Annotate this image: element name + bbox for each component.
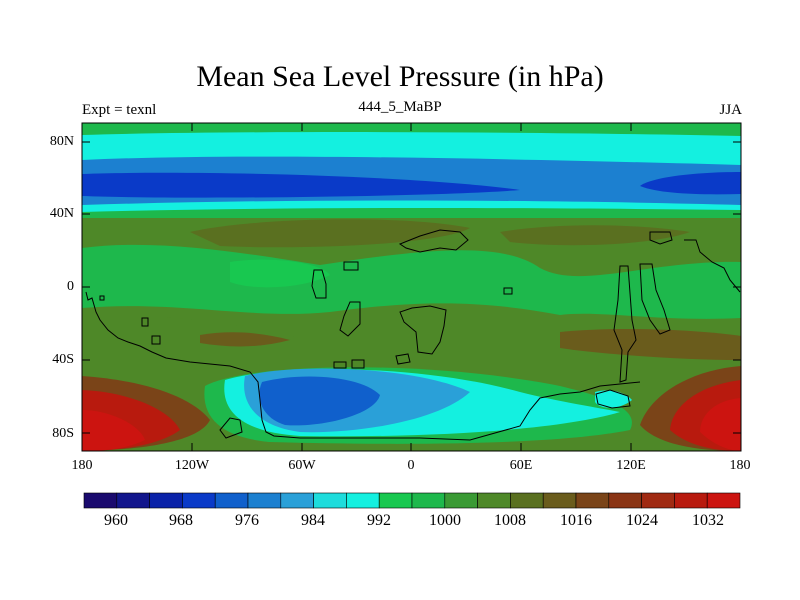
high-1024-south-indian: [560, 329, 741, 360]
coastlines: [85, 229, 741, 441]
colorbar-label: 1024: [626, 512, 658, 529]
coastline-africa: [399, 305, 447, 355]
high-1040-southeast: [700, 398, 741, 451]
coastline-asia-east: [684, 239, 741, 293]
run-label: 444_5_MaBP: [358, 99, 442, 115]
coastline-islet-a: [99, 295, 105, 301]
coastline-island-1: [311, 269, 327, 299]
colorbar-box: [313, 492, 347, 509]
coastline-islet-b: [141, 317, 149, 327]
colorbar-box: [608, 492, 642, 509]
x-tick-label: 0: [407, 458, 415, 473]
x-tick-label: 60E: [509, 458, 533, 473]
colorbar-box: [411, 492, 446, 509]
colorbar-box: [674, 492, 708, 509]
tropical-patch: [230, 259, 330, 288]
colorbar-label: 960: [104, 512, 128, 529]
axis-ticks: [82, 123, 741, 451]
pressure-field: [82, 123, 741, 451]
colorbar-label: 968: [169, 512, 193, 529]
colorbar-box: [182, 492, 216, 509]
x-tick-label: 180: [729, 458, 751, 473]
colorbar-label: 1032: [692, 512, 724, 529]
colorbar-box: [83, 492, 118, 509]
colorbar-box: [247, 492, 282, 509]
coastline-islet-g: [395, 353, 411, 365]
map-title: Mean Sea Level Pressure (in hPa): [196, 60, 604, 93]
low-984-north-west: [82, 172, 520, 198]
colorbar-box: [641, 492, 675, 509]
high-1020-north-pacific: [500, 225, 690, 246]
low-984-north-east: [640, 172, 741, 195]
colorbar-box: [542, 492, 577, 509]
y-tick-label: 40S: [52, 352, 74, 367]
x-tick-label: 60W: [288, 458, 316, 473]
colorbar-label: 1000: [429, 512, 461, 529]
colorbar-label: 992: [367, 512, 391, 529]
y-tick-label: 80N: [49, 134, 74, 149]
coastline-asia-west: [613, 265, 637, 383]
y-tick-label: 40N: [49, 206, 74, 221]
experiment-label: Expt = texnl: [82, 102, 157, 118]
coastline-maritime: [639, 263, 671, 335]
coastline-islet-c: [151, 335, 161, 345]
colorbar-box: [477, 492, 511, 509]
low-984-antarctic: [259, 376, 380, 426]
colorbar-box: [214, 492, 249, 509]
coastline-southern-boundary: [85, 291, 641, 441]
colorbar-box: [346, 492, 380, 509]
y-tick-label: 0: [67, 279, 74, 294]
coastline-islet-h: [503, 287, 513, 295]
coastline-asia-north: [649, 231, 673, 245]
colorbar-label: 976: [235, 512, 259, 529]
colorbar-label: 1008: [494, 512, 526, 529]
coastline-islet-f: [351, 359, 365, 369]
coastline-islet-i: [595, 389, 631, 409]
colorbar-box: [149, 492, 183, 509]
coastline-europe: [398, 229, 469, 253]
coastline-peninsula: [219, 417, 243, 439]
colorbar: [83, 492, 741, 509]
coastline-islet-e: [333, 361, 347, 369]
colorbar-label: 1016: [560, 512, 592, 529]
colorbar-box: [444, 492, 478, 509]
colorbar-box: [706, 492, 741, 509]
x-tick-label: 120E: [616, 458, 646, 473]
x-tick-label: 180: [71, 458, 93, 473]
high-1024-south-atlantic: [200, 332, 290, 347]
coastline-islet-d: [343, 261, 359, 271]
coastline-island-2: [339, 301, 361, 337]
season-label: JJA: [719, 102, 742, 118]
colorbar-box: [116, 492, 150, 509]
colorbar-box: [378, 492, 413, 509]
high-1020-north-atlantic: [190, 219, 470, 248]
colorbar-label: 984: [301, 512, 325, 529]
colorbar-box: [510, 492, 544, 509]
colorbar-box: [575, 492, 610, 509]
y-tick-label: 80S: [52, 426, 74, 441]
colorbar-box: [280, 492, 314, 509]
x-tick-label: 120W: [174, 458, 210, 473]
high-1040-southwest: [82, 410, 145, 451]
